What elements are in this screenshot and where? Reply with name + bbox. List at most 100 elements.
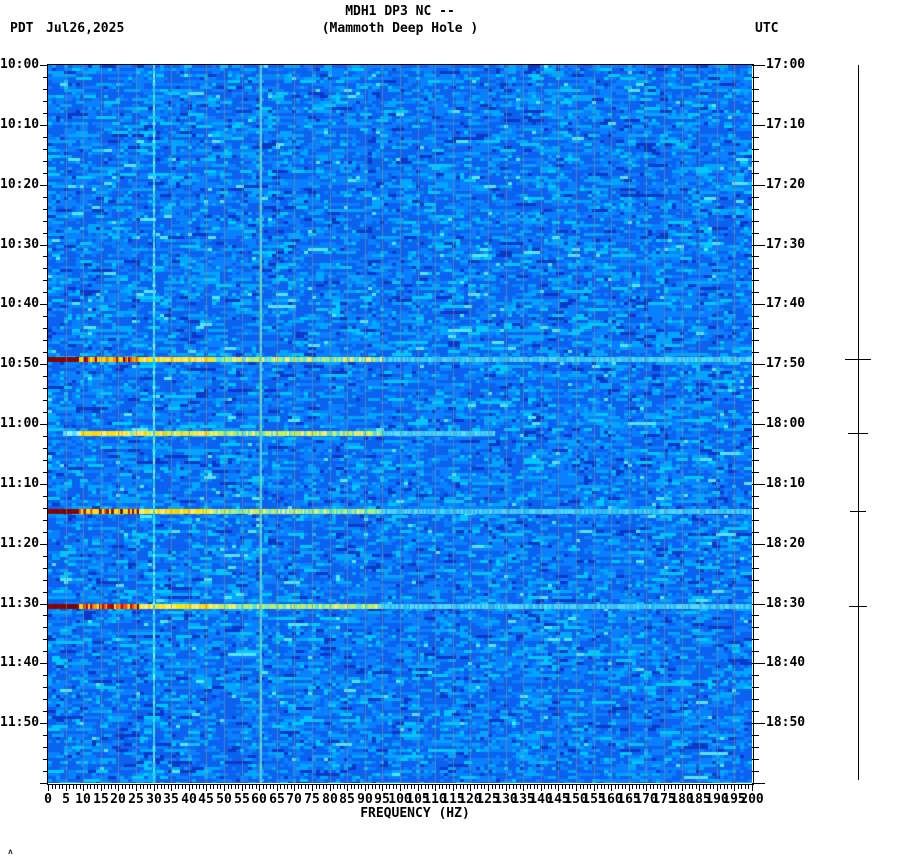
freq-axis-tick (330, 784, 331, 791)
freq-axis-label: 10 (75, 792, 91, 807)
freq-axis-label: 125 (476, 792, 500, 807)
freq-axis-tick (259, 784, 260, 791)
freq-axis-label: 55 (234, 792, 250, 807)
freq-axis-label: 80 (322, 792, 338, 807)
left-axis-time-label: 11:30 (0, 596, 40, 611)
footer-mark: ʌ (8, 847, 13, 856)
freq-axis-tick (382, 784, 383, 791)
left-axis-time-label: 10:20 (0, 177, 40, 192)
freq-axis-label: 40 (181, 792, 197, 807)
freq-axis-label: 105 (406, 792, 430, 807)
freq-axis-tick (629, 784, 630, 791)
right-axis-time-label: 18:20 (766, 536, 806, 551)
freq-axis-tick (418, 784, 419, 791)
freq-axis-label: 110 (423, 792, 447, 807)
freq-axis-tick (154, 784, 155, 791)
freq-axis-label: 85 (339, 792, 355, 807)
timezone-left-label: PDT (10, 21, 34, 36)
freq-axis-tick (594, 784, 595, 791)
freq-axis-tick (224, 784, 225, 791)
left-axis-time-label: 10:00 (0, 57, 40, 72)
freq-axis-label: 155 (582, 792, 606, 807)
freq-axis-label: 130 (494, 792, 518, 807)
freq-axis-tick (699, 784, 700, 791)
freq-axis-tick (488, 784, 489, 791)
freq-axis-label: 160 (599, 792, 623, 807)
freq-axis-label: 60 (251, 792, 267, 807)
freq-axis-label: 20 (110, 792, 126, 807)
left-axis-time-label: 10:30 (0, 237, 40, 252)
freq-axis-tick (189, 784, 190, 791)
right-axis-time-label: 17:30 (766, 237, 806, 252)
right-axis-time-label: 17:40 (766, 296, 806, 311)
freq-axis-label: 75 (304, 792, 320, 807)
freq-axis-tick (48, 784, 49, 791)
left-axis-time-label: 11:50 (0, 715, 40, 730)
freq-axis-tick (435, 784, 436, 791)
right-axis-time-label: 17:20 (766, 177, 806, 192)
freq-axis-label: 135 (511, 792, 535, 807)
freq-axis-tick (506, 784, 507, 791)
freq-axis-tick (523, 784, 524, 791)
left-axis-time-label: 10:50 (0, 356, 40, 371)
freq-axis-tick (400, 784, 401, 791)
freq-axis-label: 15 (93, 792, 109, 807)
freq-axis-label: 145 (546, 792, 570, 807)
chart-subtitle: (Mammoth Deep Hole ) (321, 21, 479, 36)
freq-axis-label: 200 (740, 792, 764, 807)
freq-axis-label: 100 (388, 792, 412, 807)
freq-axis-tick (734, 784, 735, 791)
left-axis-time-label: 10:10 (0, 117, 40, 132)
left-axis-time-label: 11:40 (0, 655, 40, 670)
freq-axis-label: 120 (458, 792, 482, 807)
right-axis-time-label: 18:40 (766, 655, 806, 670)
freq-axis-label: 170 (634, 792, 658, 807)
freq-axis-label: 175 (652, 792, 676, 807)
freq-axis-tick (664, 784, 665, 791)
right-axis-time-label: 18:00 (766, 416, 806, 431)
freq-axis-label: 195 (722, 792, 746, 807)
freq-axis-label: 190 (705, 792, 729, 807)
freq-axis-tick (294, 784, 295, 791)
freq-axis-tick (470, 784, 471, 791)
left-axis-time-label: 11:20 (0, 536, 40, 551)
freq-axis-tick (646, 784, 647, 791)
freq-axis-tick (541, 784, 542, 791)
freq-axis-label: 65 (269, 792, 285, 807)
right-axis-time-label: 18:30 (766, 596, 806, 611)
freq-axis-tick (611, 784, 612, 791)
right-axis-time-label: 17:00 (766, 57, 806, 72)
right-axis-time-label: 17:50 (766, 356, 806, 371)
freq-axis-tick (453, 784, 454, 791)
freq-axis-tick (347, 784, 348, 791)
freq-axis-label: 0 (44, 792, 52, 807)
freq-axis-label: 90 (357, 792, 373, 807)
freq-axis-tick (558, 784, 559, 791)
freq-axis-label: 180 (670, 792, 694, 807)
left-axis-time-label: 11:00 (0, 416, 40, 431)
right-axis-time-label: 17:10 (766, 117, 806, 132)
freq-axis-tick (717, 784, 718, 791)
freq-axis-label: 35 (163, 792, 179, 807)
freq-axis-label: 150 (564, 792, 588, 807)
chart-title: MDH1 DP3 NC -- (345, 4, 455, 19)
freq-axis-label: 165 (617, 792, 641, 807)
freq-axis-tick (136, 784, 137, 791)
date-label: Jul26,2025 (46, 21, 125, 36)
freq-axis-tick (242, 784, 243, 791)
freq-axis-tick (576, 784, 577, 791)
freq-axis-label: 140 (529, 792, 553, 807)
freq-axis-tick (118, 784, 119, 791)
freq-axis-label: 70 (286, 792, 302, 807)
freq-axis-tick (277, 784, 278, 791)
freq-axis-label: 5 (62, 792, 70, 807)
right-axis-time-label: 18:50 (766, 715, 806, 730)
freq-axis-label: 115 (441, 792, 465, 807)
frequency-axis-title: FREQUENCY (HZ) (360, 806, 470, 821)
freq-axis-tick (752, 784, 753, 791)
freq-axis-tick (206, 784, 207, 791)
freq-axis-label: 185 (687, 792, 711, 807)
freq-axis-tick (101, 784, 102, 791)
freq-axis-tick (682, 784, 683, 791)
left-axis-time-label: 11:10 (0, 476, 40, 491)
